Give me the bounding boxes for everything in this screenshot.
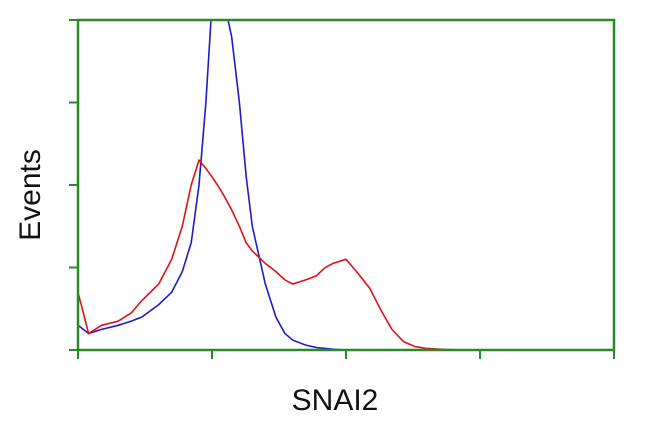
y-axis-label: Events [14, 149, 47, 241]
plot-frame [76, 18, 616, 352]
plot-area [78, 20, 614, 350]
x-axis-label: SNAI2 [292, 384, 379, 417]
data-line [78, 20, 614, 350]
data-line [78, 158, 614, 350]
